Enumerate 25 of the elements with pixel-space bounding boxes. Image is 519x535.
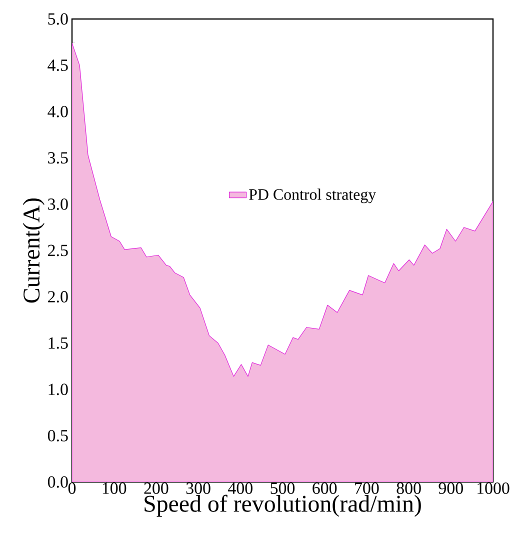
- x-tick-label: 0: [68, 482, 76, 494]
- y-tick-label: 2.0: [48, 291, 68, 303]
- legend-label: PD Control strategy: [249, 188, 376, 204]
- y-tick-label: 1.5: [48, 337, 68, 349]
- y-tick-label: 4.0: [48, 106, 68, 118]
- x-tick-label: 900: [438, 482, 463, 494]
- y-tick-label: 3.0: [48, 198, 68, 210]
- x-axis-title: Speed of revolution(rad/min): [144, 494, 421, 517]
- x-tick-label: 300: [186, 482, 210, 494]
- x-tick-label: 700: [355, 482, 379, 494]
- y-tick-label: 0.5: [48, 430, 68, 442]
- x-tick-label: 1000: [478, 482, 510, 494]
- y-tick-label: 0.0: [48, 476, 68, 488]
- x-tick-label: 200: [144, 482, 168, 494]
- x-tick-label: 600: [312, 482, 337, 494]
- x-tick-label: 400: [228, 482, 252, 494]
- y-tick-label: 2.5: [48, 244, 68, 256]
- x-tick-label: 500: [270, 482, 295, 494]
- y-tick-label: 3.5: [48, 152, 68, 164]
- x-tick-label: 100: [102, 482, 126, 494]
- x-tick-label: 800: [396, 482, 421, 494]
- y-tick-label: 1.0: [48, 384, 68, 396]
- y-tick-label: 4.5: [48, 60, 68, 71]
- y-tick-label: 5.0: [48, 13, 68, 25]
- y-axis-title: Current(A): [22, 198, 44, 303]
